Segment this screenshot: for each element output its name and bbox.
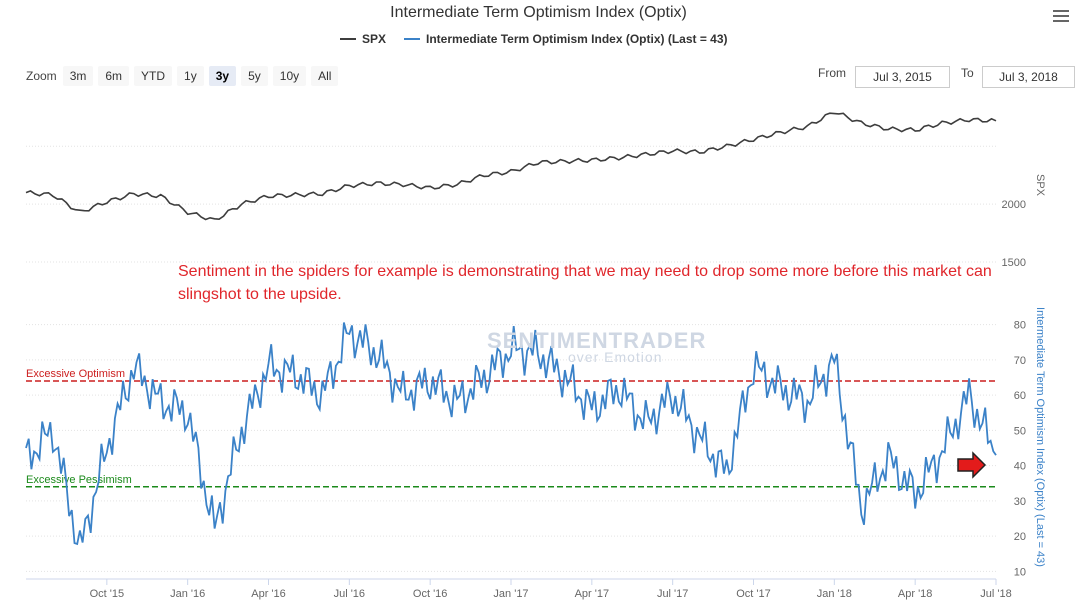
optix-tick-label: 70 — [1014, 355, 1026, 367]
to-label: To — [961, 66, 974, 80]
range-selector: Zoom 3m 6m YTD 1y 3y 5y 10y All — [26, 66, 343, 86]
x-tick-label: Oct '16 — [413, 588, 448, 600]
optix-line — [25, 322, 997, 546]
x-tick-label: Jul '18 — [980, 588, 1011, 600]
x-tick-label: Jul '16 — [334, 588, 365, 600]
arrow-layer — [957, 451, 987, 479]
optix-tick-label: 60 — [1014, 390, 1026, 402]
grid-layer — [26, 145, 996, 572]
zoom-button-3y[interactable]: 3y — [208, 66, 237, 86]
zoom-button-10y[interactable]: 10y — [272, 66, 307, 86]
legend-item-spx[interactable]: SPX — [340, 32, 386, 46]
spx-axis-title: SPX — [1034, 174, 1046, 197]
to-date-input[interactable]: Jul 3, 2018 — [982, 66, 1075, 88]
legend: SPX Intermediate Term Optimism Index (Op… — [340, 32, 728, 46]
spx-line — [25, 112, 997, 221]
chart-title: Intermediate Term Optimism Index (Optix) — [390, 4, 687, 21]
optix-tick-label: 10 — [1014, 566, 1026, 578]
from-date-input[interactable]: Jul 3, 2015 — [855, 66, 950, 88]
x-tick-label: Apr '17 — [575, 588, 610, 600]
zoom-label: Zoom — [26, 69, 57, 83]
x-tick-label: Apr '16 — [251, 588, 286, 600]
x-tick-label: Oct '15 — [90, 588, 125, 600]
legend-swatch-optix — [404, 38, 421, 40]
reference-line-label: Excessive Pessimism — [26, 474, 132, 486]
x-tick-label: Jan '16 — [170, 588, 205, 600]
optix-tick-label: 80 — [1014, 320, 1026, 332]
optix-tick-label: 20 — [1014, 531, 1026, 543]
x-tick-label: Jan '18 — [817, 588, 852, 600]
legend-item-optix[interactable]: Intermediate Term Optimism Index (Optix)… — [404, 32, 728, 46]
optix-tick-label: 30 — [1014, 496, 1026, 508]
watermark-logo-text: SENTIMENTRADER — [487, 328, 707, 353]
optix-series — [25, 322, 997, 546]
legend-label-spx: SPX — [362, 32, 387, 46]
x-tick-label: Oct '17 — [736, 588, 771, 600]
zoom-button-5y[interactable]: 5y — [241, 66, 268, 86]
hamburger-menu-icon[interactable] — [1053, 10, 1069, 24]
optix-axis-title: Intermediate Term Optimism Index (Optix)… — [1034, 307, 1046, 567]
spx-tick-label: 2000 — [1002, 199, 1026, 211]
reference-line-label: Excessive Optimism — [26, 368, 125, 380]
x-tick-label: Apr '18 — [898, 588, 933, 600]
zoom-button-3m[interactable]: 3m — [62, 66, 94, 86]
zoom-button-1y[interactable]: 1y — [177, 66, 204, 86]
axes: 2000 1500 SPX 10 20 30 40 50 60 70 80 Intermediate … — [26, 174, 1046, 600]
legend-label-optix: Intermediate Term Optimism Index (Optix)… — [426, 32, 728, 46]
optix-tick-label: 40 — [1014, 461, 1026, 473]
x-tick-label: Jan '17 — [493, 588, 528, 600]
annotation-text: Sentiment in the spiders for example is … — [178, 263, 992, 303]
right-arrow-icon — [957, 451, 987, 479]
reference-lines: Excessive Optimism Excessive Pessimism — [26, 368, 996, 488]
from-label: From — [818, 66, 846, 80]
spx-tick-label: 1500 — [1002, 257, 1026, 269]
zoom-button-ytd[interactable]: YTD — [134, 66, 173, 86]
zoom-button-all[interactable]: All — [311, 66, 339, 86]
zoom-button-6m[interactable]: 6m — [98, 66, 130, 86]
spx-series — [25, 112, 997, 221]
legend-swatch-spx — [340, 38, 356, 40]
x-tick-label: Jul '17 — [657, 588, 688, 600]
optix-tick-label: 50 — [1014, 425, 1026, 437]
watermark-sub-text: over Emotion — [568, 349, 663, 365]
